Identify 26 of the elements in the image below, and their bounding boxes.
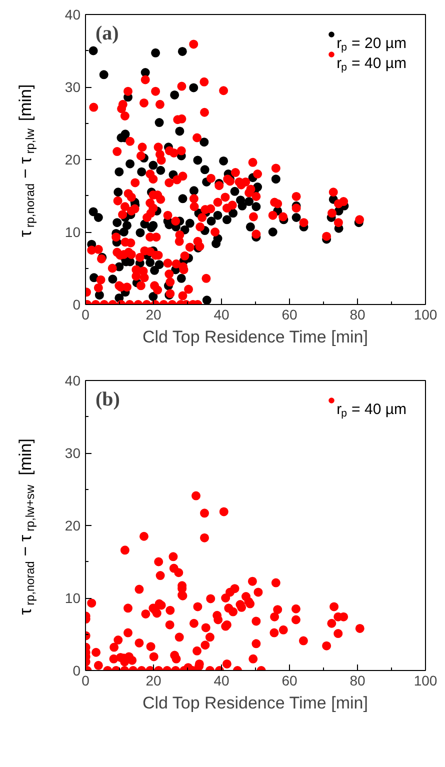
annotation: (a) (96, 22, 119, 44)
y-tick-label: 30 (64, 445, 81, 461)
y-tick-label: 0 (72, 296, 81, 312)
y-tick-label: 10 (64, 590, 81, 606)
y-tick-label: 20 (64, 518, 81, 534)
y-tick-label: 0 (72, 662, 81, 678)
y-tick-label: 10 (64, 224, 81, 240)
x-tick-label: 60 (282, 306, 298, 322)
x-tick-label: 80 (350, 672, 366, 688)
x-tick-label: 20 (146, 672, 162, 688)
x-tick-label: 40 (214, 672, 230, 688)
y-tick-label: 20 (64, 152, 81, 168)
y-axis-title: τrp,norad − τrp,lw+sw [min] (16, 438, 37, 615)
x-axis-title: Cld Top Residence Time [min] (142, 328, 368, 346)
y-tick-label: 40 (64, 372, 81, 388)
y-tick-label: 30 (64, 79, 81, 95)
x-axis-title: Cld Top Residence Time [min] (142, 694, 368, 712)
x-tick-label: 20 (146, 306, 162, 322)
x-tick-label: 100 (414, 672, 438, 688)
x-tick-label: 40 (214, 306, 230, 322)
x-tick-label: 60 (282, 672, 298, 688)
x-tick-label: 80 (350, 306, 366, 322)
y-axis-title: τrp,norad − τrp,lw [min] (16, 84, 37, 238)
annotation: (b) (96, 388, 120, 410)
y-tick-label: 40 (64, 6, 81, 22)
x-tick-label: 100 (414, 306, 438, 322)
